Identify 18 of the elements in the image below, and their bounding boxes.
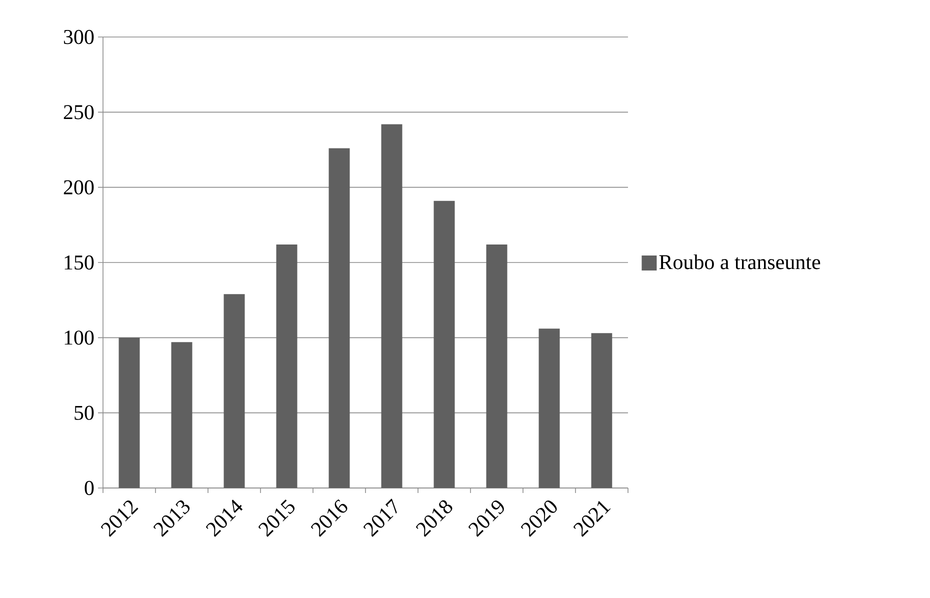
bar <box>118 338 140 488</box>
bar <box>381 124 402 488</box>
y-tick-label: 300 <box>64 30 94 44</box>
bar <box>538 328 560 488</box>
y-tick-label: 250 <box>64 105 94 120</box>
bar <box>486 244 508 488</box>
bar <box>276 244 298 488</box>
bar <box>591 333 612 488</box>
y-tick-label: 150 <box>64 255 94 270</box>
y-tick-label: 200 <box>64 180 94 194</box>
bar <box>171 342 192 488</box>
y-tick-label: 0 <box>84 480 94 496</box>
y-tick-label: 100 <box>64 330 94 345</box>
bar <box>328 148 350 488</box>
legend-label: Roubo a transeunte <box>659 254 820 270</box>
bar <box>224 294 245 488</box>
bar <box>434 200 455 488</box>
y-tick-label: 50 <box>74 406 94 420</box>
